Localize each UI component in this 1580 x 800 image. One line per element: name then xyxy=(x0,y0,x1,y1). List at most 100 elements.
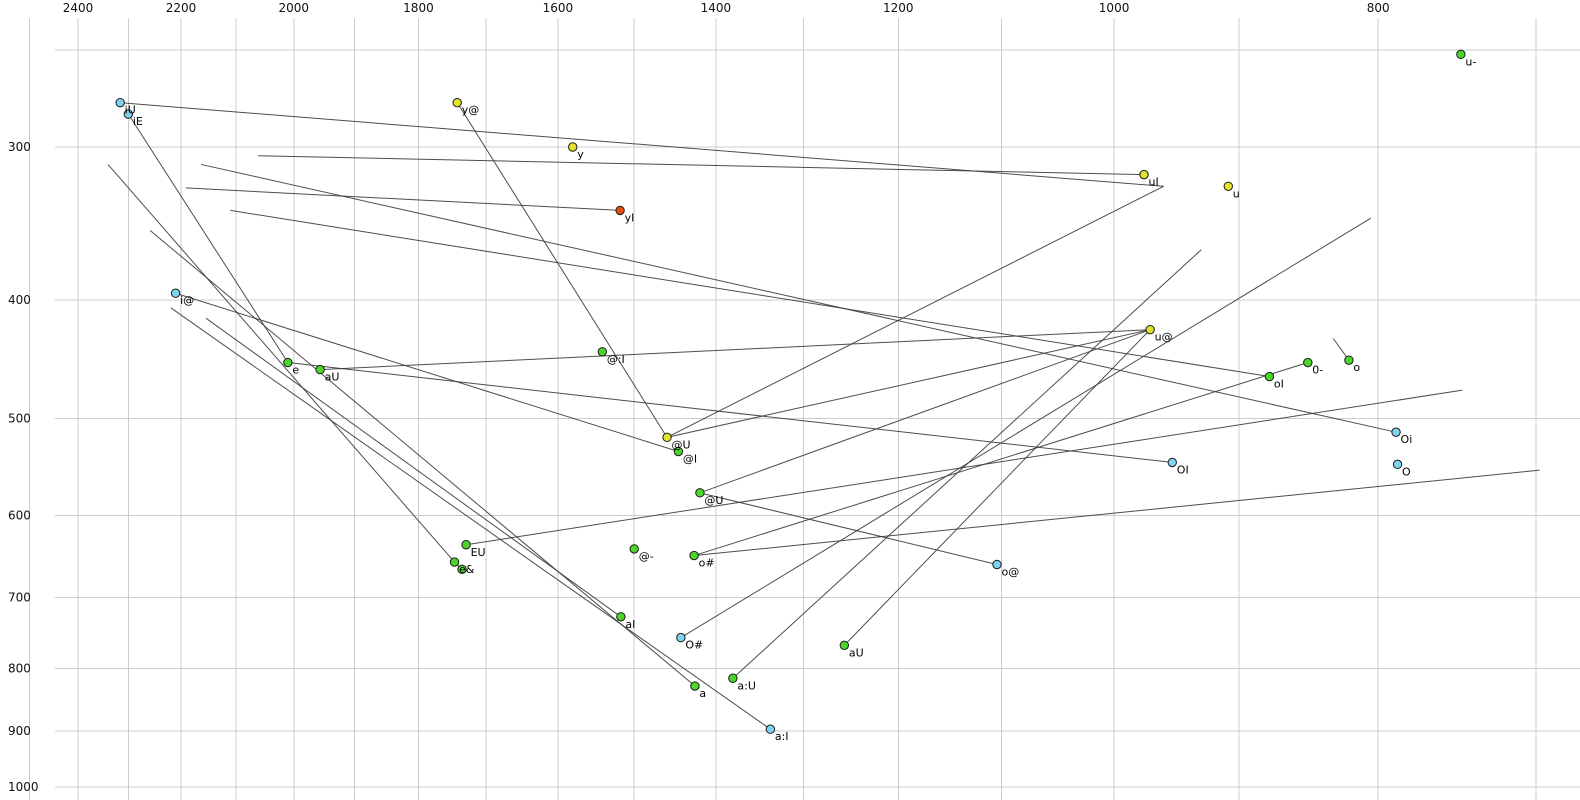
vowel-point-label: @- xyxy=(639,550,654,563)
trajectory-line xyxy=(693,362,1308,557)
trajectory-lines xyxy=(107,102,1540,730)
y-tick-label: 800 xyxy=(8,661,31,675)
vowel-point-unlabeled[interactable] xyxy=(457,564,467,575)
x-axis-labels: 2400 2200 2000 1800 1600 1400 1200 1000 800 xyxy=(63,1,1390,15)
vowel-point-Oi[interactable] xyxy=(1391,427,1401,437)
vowel-point-label: uI xyxy=(1149,176,1159,189)
vowel-point-O[interactable] xyxy=(1392,459,1403,470)
vowel-point-label: a:U xyxy=(737,679,756,692)
vowel-point-O#[interactable] xyxy=(676,632,686,643)
vowel-point-label: aI xyxy=(625,618,635,631)
trajectory-line xyxy=(127,113,289,363)
vowel-point-label: o@ xyxy=(1001,566,1019,579)
x-tick-label: 2400 xyxy=(63,1,94,15)
x-tick-label: 1400 xyxy=(701,1,732,15)
vowel-point-yI[interactable] xyxy=(615,205,625,216)
x-tick-label: 1000 xyxy=(1099,1,1130,15)
trajectory-line xyxy=(466,389,1463,546)
trajectory-line xyxy=(843,329,1151,646)
vowel-point-label: O xyxy=(1402,465,1411,478)
trajectory-line xyxy=(230,209,1270,378)
vowel-point-@-[interactable] xyxy=(629,544,639,554)
trajectory-line xyxy=(175,292,679,452)
vowel-point-label: u- xyxy=(1465,55,1476,68)
vowel-point-label: e xyxy=(292,364,299,377)
vowel-point-y[interactable] xyxy=(568,142,578,152)
vowel-point-iU[interactable] xyxy=(115,97,125,108)
trajectory-line xyxy=(205,317,622,618)
x-tick-label: 2000 xyxy=(278,1,309,15)
vowel-point-label: yI xyxy=(625,211,635,224)
vowel-point-y@[interactable] xyxy=(452,97,462,108)
vowel-point-o#[interactable] xyxy=(689,550,699,561)
vowel-point-label: a xyxy=(699,687,706,700)
vowel-point-label: O# xyxy=(685,639,703,652)
vowel-point-o@[interactable] xyxy=(992,559,1002,570)
trajectory-line xyxy=(200,163,1397,433)
vowel-point-label: oI xyxy=(1274,378,1284,391)
trajectory-line xyxy=(258,155,1145,176)
vowel-point-label: aU xyxy=(849,646,864,659)
vowel-point-a:I[interactable] xyxy=(765,724,776,734)
vowel-point-u-[interactable] xyxy=(1456,49,1466,60)
vowel-point-u@[interactable] xyxy=(1145,324,1155,335)
vowel-point-label: @:I xyxy=(607,353,625,366)
x-tick-label: 1600 xyxy=(543,1,574,15)
gridlines xyxy=(29,18,1580,800)
x-tick-label: 800 xyxy=(1367,1,1390,15)
vowel-point-aU[interactable] xyxy=(839,640,850,650)
data-points xyxy=(115,49,1466,734)
vowel-point-0-[interactable] xyxy=(1303,357,1313,368)
vowel-point-@U[interactable] xyxy=(662,432,672,443)
vowel-point-label: iE xyxy=(133,115,143,128)
y-tick-label: 700 xyxy=(8,590,31,604)
vowel-point-label: @I xyxy=(683,453,697,466)
vowel-point-label: o xyxy=(1353,361,1360,374)
x-tick-label: 1200 xyxy=(883,1,914,15)
vowel-point-e&[interactable] xyxy=(449,557,460,567)
vowel-point-i@[interactable] xyxy=(170,288,181,298)
vowel-point-label: @U xyxy=(672,438,691,451)
vowel-point-e[interactable] xyxy=(283,357,293,368)
y-axis-labels: 300 400 500 600 700 800 900 1000 xyxy=(8,140,39,794)
vowel-point-iE[interactable] xyxy=(123,109,134,119)
vowel-point-oI[interactable] xyxy=(1264,371,1275,382)
trajectory-line xyxy=(287,362,1173,463)
vowel-point-label: i@ xyxy=(180,294,194,307)
vowel-point-uI[interactable] xyxy=(1139,169,1149,180)
x-tick-label: 1800 xyxy=(403,1,434,15)
trajectory-line xyxy=(694,469,1540,557)
vowel-point-aU[interactable] xyxy=(315,364,325,375)
vowel-point-label: Oi xyxy=(1401,433,1413,446)
vowel-point-o[interactable] xyxy=(1344,355,1354,365)
y-tick-label: 500 xyxy=(8,412,31,426)
vowel-point-label: 0- xyxy=(1312,364,1323,377)
vowel-point-label: e& xyxy=(459,563,475,576)
x-tick-label: 2200 xyxy=(166,1,197,15)
vowel-point-@I[interactable] xyxy=(673,446,684,457)
y-tick-label: 1000 xyxy=(8,780,39,794)
vowel-point-label: u xyxy=(1233,187,1240,200)
trajectory-line xyxy=(320,329,1151,371)
vowel-point-aI[interactable] xyxy=(616,612,626,622)
vowel-point-EU[interactable] xyxy=(461,540,471,550)
trajectory-line xyxy=(666,329,1151,438)
trajectory-line xyxy=(149,230,696,687)
vowel-point-a[interactable] xyxy=(690,681,700,691)
vowel-point-label: y@ xyxy=(462,104,480,117)
trajectory-line xyxy=(107,164,455,563)
vowel-point-@U[interactable] xyxy=(695,488,705,498)
trajectory-line xyxy=(699,329,1151,494)
vowel-point-a:U[interactable] xyxy=(728,673,738,683)
y-tick-label: 900 xyxy=(8,724,31,738)
vowel-point-label: y xyxy=(577,148,584,161)
trajectory-line xyxy=(185,187,621,211)
vowel-point-u[interactable] xyxy=(1223,181,1233,191)
vowel-point-label: OI xyxy=(1177,463,1189,476)
trajectory-line xyxy=(666,185,1164,438)
vowel-point-@:I[interactable] xyxy=(597,347,608,357)
vowel-point-label: aU xyxy=(325,371,340,384)
trajectory-line xyxy=(456,102,668,438)
vowel-point-OI[interactable] xyxy=(1167,457,1177,468)
